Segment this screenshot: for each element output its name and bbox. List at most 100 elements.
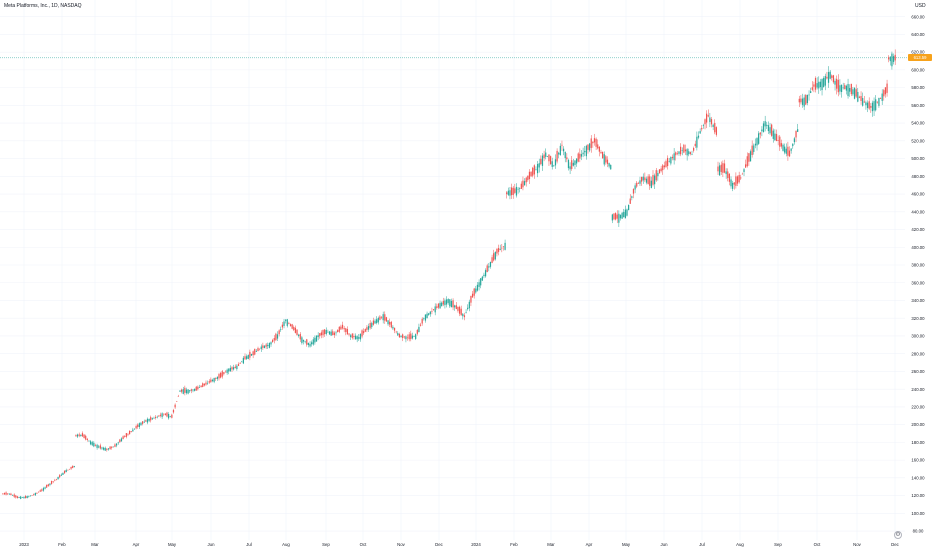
x-tick-label: May <box>168 542 177 547</box>
candle-body <box>551 161 553 167</box>
y-tick-label: 360.00 <box>911 280 925 285</box>
x-tick-label: 2024 <box>471 542 481 547</box>
candle-body <box>632 189 635 194</box>
y-tick-label: 480.00 <box>911 174 925 179</box>
candle-body <box>2 493 4 495</box>
x-tick-label: Oct <box>814 542 821 547</box>
candle-body <box>509 190 511 196</box>
candle-body <box>681 150 683 152</box>
candle-body <box>210 379 212 383</box>
candle-body <box>889 56 891 62</box>
candle-body <box>320 332 323 336</box>
candle-body <box>767 125 770 132</box>
candle-body <box>203 383 205 386</box>
candle-body <box>161 413 163 418</box>
x-tick-label: Apr <box>133 542 140 547</box>
candle-body <box>655 170 657 181</box>
candle-body <box>852 89 854 95</box>
candle-body <box>771 124 773 136</box>
last-price-tag: 613.59 <box>908 54 932 61</box>
candle-body <box>605 156 607 163</box>
candle-body <box>592 141 594 144</box>
candle-body <box>764 121 766 127</box>
candle-body <box>650 180 652 188</box>
candle-body <box>450 301 453 308</box>
candle-body <box>787 146 789 156</box>
candle-body <box>146 418 149 423</box>
candle-body <box>73 466 75 467</box>
candle-body <box>416 329 418 334</box>
candle-body <box>844 85 846 90</box>
candle-body <box>23 496 25 499</box>
candle-body <box>715 127 718 135</box>
candle-body <box>434 306 436 313</box>
candle-body <box>184 387 186 393</box>
candle-body <box>444 300 446 306</box>
candle-body <box>403 336 405 338</box>
candle-body <box>359 333 362 340</box>
candle-body <box>257 348 259 352</box>
candle-body <box>54 480 56 481</box>
candle-body <box>55 478 58 480</box>
y-tick-label: 240.00 <box>911 387 925 392</box>
candle-body <box>741 173 744 175</box>
x-tick-label: May <box>622 542 631 547</box>
candle-body <box>788 150 791 157</box>
candle-body <box>361 330 363 337</box>
y-tick-label: 220.00 <box>911 405 925 410</box>
candle-body <box>353 335 355 338</box>
candle-body <box>411 335 414 339</box>
candle-body <box>499 248 501 250</box>
candle-body <box>119 439 121 443</box>
candle-body <box>523 181 526 186</box>
candle-body <box>886 83 888 93</box>
candle-body <box>824 76 826 86</box>
candle-body <box>473 288 475 296</box>
candle-body <box>527 175 529 181</box>
candle-body <box>286 319 288 326</box>
candle-body <box>193 388 196 391</box>
gear-icon[interactable]: ⚙ <box>894 531 902 539</box>
candle-body <box>702 125 705 126</box>
candle-body <box>132 429 134 432</box>
candle-body <box>842 87 844 89</box>
candle-body <box>190 389 192 391</box>
candle-body <box>423 318 425 319</box>
candle-body <box>109 446 111 449</box>
candle-body <box>553 165 555 167</box>
candle-body <box>449 299 451 307</box>
candle-body <box>671 156 674 159</box>
candle-body <box>372 320 375 325</box>
candle-body <box>533 165 535 175</box>
candle-body <box>693 148 695 151</box>
candle-body <box>233 367 235 370</box>
x-tick-label: Dec <box>435 542 443 547</box>
candle-body <box>93 442 95 447</box>
candle-body <box>481 276 483 281</box>
candle-body <box>710 119 713 125</box>
candle-body <box>63 470 66 474</box>
candle-body <box>782 144 784 151</box>
candle-body <box>442 300 444 305</box>
candle-body <box>857 91 859 102</box>
y-tick-label: 400.00 <box>911 245 925 250</box>
candle-body <box>180 389 183 392</box>
candle-body <box>723 163 726 173</box>
candle-body <box>281 324 284 328</box>
candle-body <box>658 169 661 174</box>
candle-body <box>49 483 51 485</box>
candle-body <box>823 78 825 87</box>
candle-body <box>81 433 84 437</box>
candle-body <box>366 327 368 330</box>
candle-body <box>154 416 157 418</box>
candle-body <box>143 421 145 423</box>
candle-body <box>458 306 461 314</box>
y-tick-label: 340.00 <box>911 298 925 303</box>
candle-body <box>127 434 129 435</box>
candle-body <box>603 154 605 165</box>
symbol-title: Meta Platforms, Inc., 1D, NASDAQ <box>4 3 82 9</box>
candle-body <box>676 153 678 154</box>
price-axis: 80.00 100.00 120.00 140.00 160.00 180.00 200.0… <box>911 14 925 533</box>
